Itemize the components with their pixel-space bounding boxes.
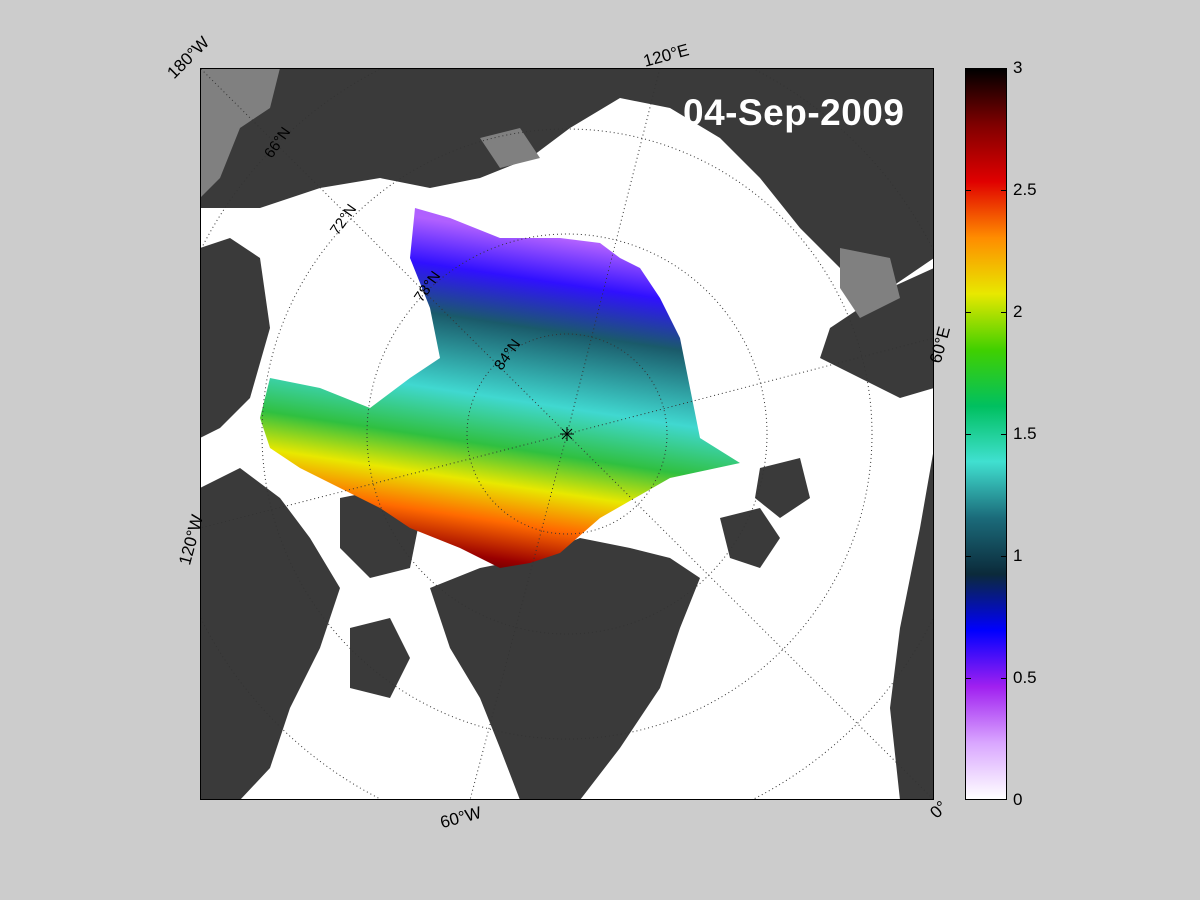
colorbar-tickmark	[965, 799, 971, 800]
land-gray-masses	[200, 68, 900, 318]
colorbar-tick-1-5: 1.5	[1013, 424, 1037, 443]
graticule	[200, 68, 934, 800]
colorbar-tickmark	[965, 678, 971, 679]
colorbar-tickmark	[1001, 312, 1007, 313]
colorbar-tickmark	[965, 434, 971, 435]
colorbar-tickmark	[1001, 556, 1007, 557]
sea-ice-extent	[260, 208, 740, 568]
colorbar-tickmark	[1001, 68, 1007, 69]
map-canvas	[200, 68, 934, 800]
lon-label-60w: 60°W	[438, 802, 484, 833]
colorbar-tick-3: 3	[1013, 58, 1023, 77]
colorbar-tickmark	[1001, 678, 1007, 679]
colorbar-tickmark	[1001, 434, 1007, 435]
colorbar-tick-1: 1	[1013, 546, 1023, 565]
colorbar-tickmark	[1001, 190, 1007, 191]
colorbar-tick-2-5: 2.5	[1013, 180, 1037, 199]
colorbar-tick-2: 2	[1013, 302, 1023, 321]
colorbar-tickmark	[1001, 799, 1007, 800]
colorbar-tickmark	[965, 312, 971, 313]
lon-label-0: 0°	[926, 797, 952, 823]
map-frame	[200, 68, 934, 800]
date-label: 04-Sep-2009	[683, 92, 905, 133]
sea-ice-map	[200, 68, 934, 800]
colorbar-tick-0: 0	[1013, 790, 1023, 809]
colorbar	[965, 68, 1007, 800]
north-pole-marker	[560, 427, 574, 441]
colorbar-tickmark	[965, 190, 971, 191]
colorbar-tickmark	[965, 68, 971, 69]
colorbar-tick-0-5: 0.5	[1013, 668, 1037, 687]
colorbar-tickmark	[965, 556, 971, 557]
lon-label-120e: 120°E	[641, 40, 692, 71]
land-masses	[200, 68, 934, 800]
